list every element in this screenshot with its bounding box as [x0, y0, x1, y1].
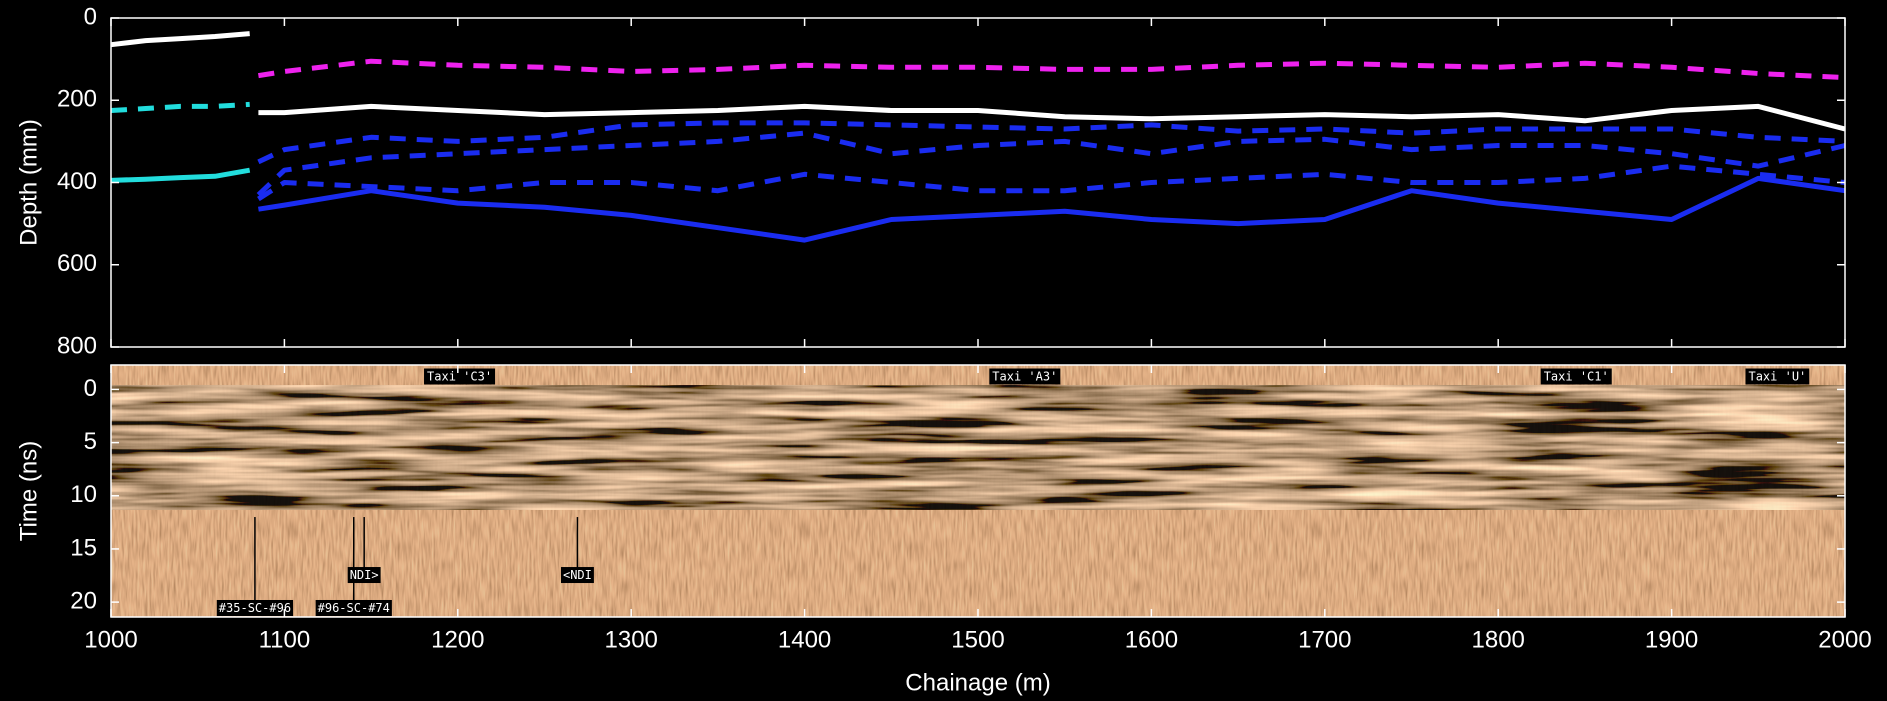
marker-label: #35-SC-#96: [219, 601, 291, 615]
x-tick-label: 1700: [1298, 626, 1351, 653]
series-line: [110, 167, 251, 183]
series-line: [256, 130, 1846, 197]
series-line: [258, 103, 1846, 132]
marker-label: <NDI: [563, 568, 592, 582]
marker-box: [216, 599, 294, 616]
x-tick-label: 1300: [605, 626, 658, 653]
marker-box: [347, 567, 381, 584]
series-line: [258, 58, 1846, 81]
series-line: [110, 31, 250, 48]
radargram-reflections: [111, 385, 1845, 510]
x-tick-label: 1900: [1645, 626, 1698, 653]
series-line: [257, 120, 1846, 165]
x-tick-label: 1100: [259, 626, 311, 653]
annotation-box: [424, 368, 496, 385]
annotation-box: [1745, 368, 1810, 385]
marker-box: [315, 599, 392, 616]
annotation-box: [1540, 368, 1612, 385]
x-tick-label: 1800: [1472, 626, 1525, 653]
annotation-label: Taxi 'C1': [1544, 370, 1609, 384]
series-line: [258, 175, 1846, 243]
x-tick-label: 1200: [431, 626, 484, 653]
y-tick-label: 5: [84, 428, 97, 455]
y-tick-label: 0: [84, 3, 97, 30]
y-tick-label: 0: [84, 375, 97, 402]
radargram-image: [111, 365, 1845, 617]
x-tick-label: 2000: [1818, 626, 1871, 653]
annotation-label: Taxi 'C3': [427, 370, 492, 384]
series-line: [110, 101, 250, 113]
annotation-label: Taxi 'U': [1748, 370, 1806, 384]
annotation-box: [989, 368, 1061, 385]
y-tick-label: 15: [70, 534, 97, 561]
x-tick-label: 1000: [84, 626, 137, 653]
y-axis-label: Depth (mm): [15, 119, 42, 246]
y-tick-label: 800: [57, 332, 97, 359]
marker-label: #96-SC-#74: [318, 601, 390, 615]
y-tick-label: 400: [57, 168, 97, 195]
plot-frame: [110, 17, 1846, 348]
y-axis-label: Time (ns): [15, 441, 42, 541]
y-tick-label: 10: [70, 481, 97, 508]
marker-label: NDI>: [350, 568, 379, 582]
x-tick-label: 1400: [778, 626, 831, 653]
y-tick-label: 20: [70, 587, 97, 614]
x-tick-label: 1600: [1125, 626, 1178, 653]
annotation-label: Taxi 'A3': [992, 370, 1057, 384]
x-tick-label: 1500: [951, 626, 1004, 653]
marker-box: [560, 567, 594, 584]
y-tick-label: 600: [57, 250, 97, 277]
series-line: [257, 163, 1846, 202]
x-axis-label: Chainage (m): [905, 669, 1050, 696]
y-tick-label: 200: [57, 86, 97, 113]
